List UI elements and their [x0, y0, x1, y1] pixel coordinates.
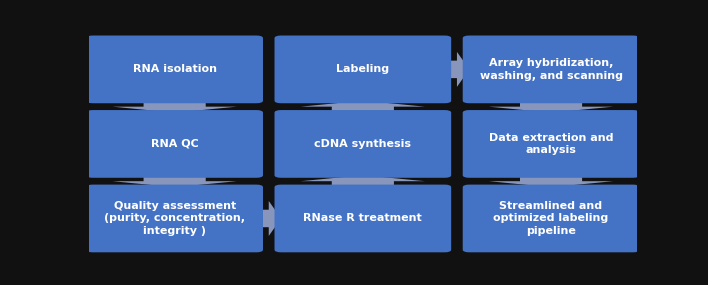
Polygon shape — [489, 175, 613, 187]
Polygon shape — [445, 52, 469, 87]
Polygon shape — [113, 101, 236, 113]
Polygon shape — [301, 175, 425, 187]
FancyBboxPatch shape — [275, 185, 451, 252]
Text: cDNA synthesis: cDNA synthesis — [314, 139, 411, 149]
Text: Labeling: Labeling — [336, 64, 389, 74]
Polygon shape — [256, 201, 281, 236]
FancyBboxPatch shape — [463, 36, 639, 103]
FancyBboxPatch shape — [86, 36, 263, 103]
Text: Quality assessment
(purity, concentration,
integrity ): Quality assessment (purity, concentratio… — [104, 201, 245, 236]
Text: Streamlined and
optimized labeling
pipeline: Streamlined and optimized labeling pipel… — [493, 201, 609, 236]
Polygon shape — [489, 101, 613, 113]
Text: RNA QC: RNA QC — [151, 139, 198, 149]
FancyBboxPatch shape — [275, 110, 451, 178]
Text: RNase R treatment: RNase R treatment — [304, 213, 422, 223]
FancyBboxPatch shape — [463, 110, 639, 178]
FancyBboxPatch shape — [86, 110, 263, 178]
FancyBboxPatch shape — [86, 185, 263, 252]
FancyBboxPatch shape — [275, 36, 451, 103]
Text: RNA isolation: RNA isolation — [132, 64, 217, 74]
Polygon shape — [113, 175, 236, 187]
Text: Data extraction and
analysis: Data extraction and analysis — [489, 133, 613, 155]
FancyBboxPatch shape — [463, 185, 639, 252]
Polygon shape — [301, 101, 425, 113]
Text: Array hybridization,
washing, and scanning: Array hybridization, washing, and scanni… — [479, 58, 622, 81]
